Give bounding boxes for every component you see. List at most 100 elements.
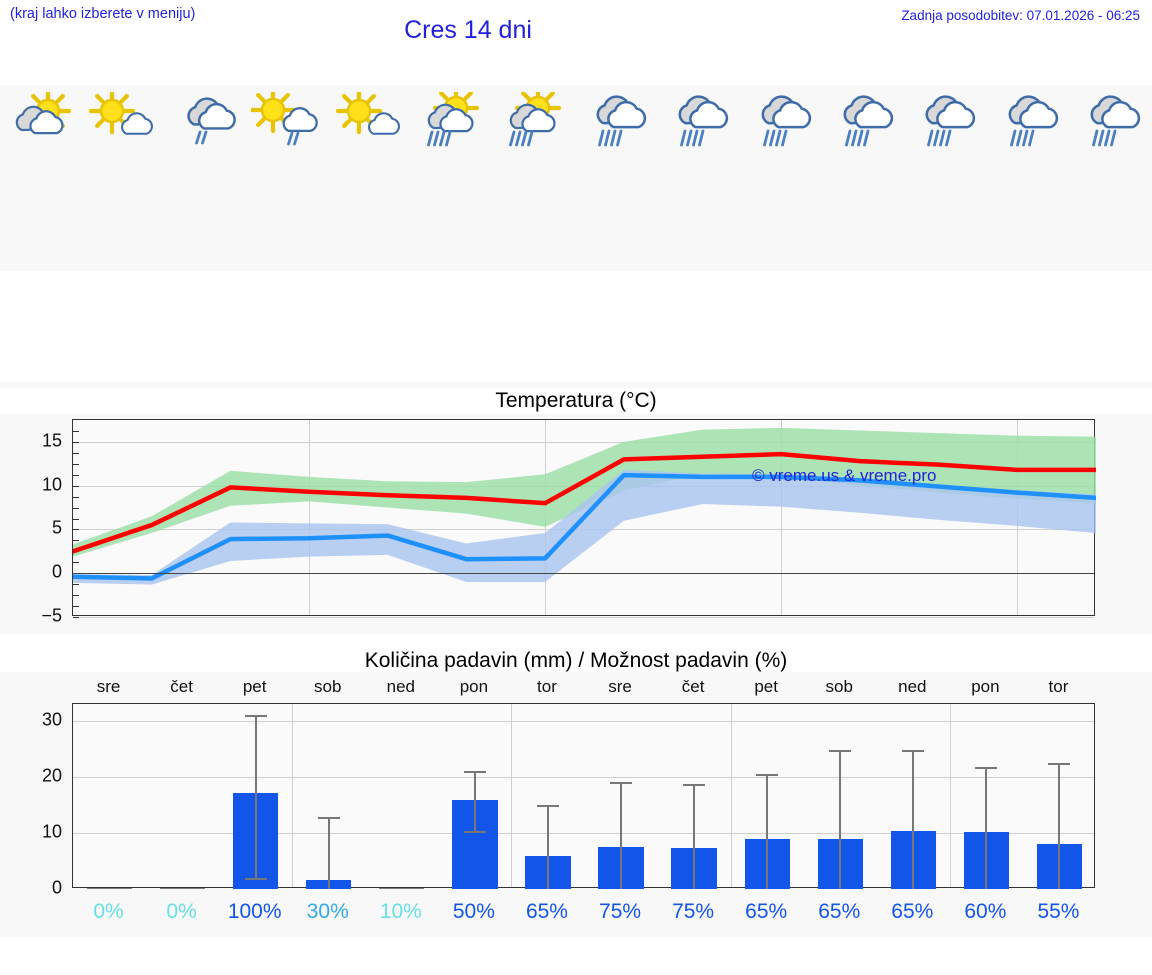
precipitation-chart-title: Količina padavin (mm) / Možnost padavin … [364, 649, 788, 672]
precipitation-day-label: čet [170, 677, 193, 696]
precipitation-day-label: pon [971, 677, 1000, 696]
axis-tick [73, 496, 79, 498]
precipitation-day-label: ned [386, 677, 415, 696]
error-bar-cap-top [683, 783, 706, 786]
temperature-chart-title: Temperatura (°C) [0, 388, 1152, 414]
sun-behind-cloud-icon [4, 92, 78, 150]
watermark-label: © vreme.us & vreme.pro [752, 466, 937, 485]
page-header: (kraj lahko izberete v meniju) Cres 14 d… [0, 0, 1152, 62]
precipitation-bar-zero [159, 887, 206, 889]
error-bar-cap-top [756, 774, 779, 777]
axis-tick [73, 507, 79, 509]
axis-tick [73, 595, 79, 597]
precipitation-probability-label: 65% [745, 900, 788, 923]
gridline [73, 832, 1094, 834]
precipitation-probability-label: 50% [452, 900, 495, 923]
precipitation-probability-label: 0% [166, 900, 197, 923]
y-axis-tick-label: 5 [51, 517, 62, 538]
gridline-vertical [309, 420, 311, 615]
error-bar-cap-top [463, 771, 486, 774]
axis-tick [73, 584, 79, 586]
axis-tick [73, 540, 79, 542]
axis-tick [73, 485, 79, 487]
precipitation-day-label: sre [96, 677, 121, 696]
gridline [73, 441, 1094, 443]
precipitation-probability-label: 75% [672, 900, 715, 923]
error-bar-cap-top [902, 749, 925, 752]
day-column[interactable] [494, 85, 576, 271]
axis-tick [73, 452, 79, 454]
location-menu-hint[interactable]: (kraj lahko izberete v meniju) [10, 6, 196, 22]
precipitation-day-label: pet [754, 677, 778, 696]
precipitation-probability-label: 60% [964, 900, 1007, 923]
day-column[interactable] [1070, 85, 1152, 271]
y-axis-tick-label: −5 [41, 605, 62, 626]
axis-tick [73, 518, 79, 520]
axis-tick [73, 562, 79, 564]
precipitation-plot-area [72, 703, 1095, 889]
day-column[interactable] [329, 85, 411, 271]
error-bar-cap-top [536, 804, 559, 807]
y-axis-tick-label: 30 [41, 709, 62, 730]
cloud-rain-icon [992, 92, 1066, 150]
day-column[interactable] [905, 85, 987, 271]
axis-tick [73, 430, 79, 432]
error-bar-cap-top [975, 766, 998, 769]
error-bar-cap-top [244, 715, 267, 718]
day-column[interactable] [0, 85, 82, 271]
axis-tick [73, 441, 79, 443]
precipitation-bar-zero [379, 887, 425, 889]
precipitation-day-label: tor [537, 677, 557, 696]
y-axis-tick-label: 10 [41, 474, 62, 495]
axis-tick [73, 606, 79, 608]
gridline-vertical [730, 704, 732, 887]
sun-behind-cloud-rain-icon [498, 92, 572, 150]
precipitation-day-label: tor [1048, 677, 1069, 696]
day-column[interactable] [411, 85, 493, 271]
y-axis-tick-label: 15 [41, 430, 62, 451]
temperature-min-line [73, 472, 1096, 581]
last-updated-label: Zadnja posodobitev: 07.01.2026 - 06:25 [901, 8, 1140, 23]
day-column[interactable] [165, 85, 247, 271]
temperature-min-range-band [73, 469, 1096, 585]
gridline-vertical [949, 704, 951, 887]
page-title: Cres 14 dni [404, 16, 532, 44]
precipitation-error-bar [912, 749, 915, 889]
precipitation-probability-label: 65% [818, 900, 861, 923]
day-column[interactable] [658, 85, 740, 271]
sun-behind-small-cloud-icon [86, 92, 160, 150]
zero-line [73, 573, 1094, 575]
temperature-series-graphics [73, 427, 1096, 585]
precipitation-day-label: pet [242, 677, 267, 696]
day-column[interactable] [823, 85, 905, 271]
sun-behind-small-cloud-icon [333, 92, 407, 150]
precipitation-error-bar [985, 766, 988, 889]
y-axis-tick-label: 0 [51, 561, 62, 582]
day-column[interactable] [987, 85, 1069, 271]
error-bar-cap-top [1048, 762, 1071, 765]
axis-tick [73, 529, 79, 531]
day-column[interactable] [576, 85, 658, 271]
day-column[interactable] [741, 85, 823, 271]
precipitation-bar-zero [86, 887, 133, 889]
precipitation-probability-label: 55% [1037, 900, 1080, 923]
precipitation-day-label: čet [681, 677, 705, 696]
day-column[interactable] [82, 85, 164, 271]
sun-behind-cloud-light-rain-icon [250, 92, 325, 150]
precipitation-probability-label: 75% [599, 900, 642, 923]
temperature-plot-area [72, 419, 1096, 618]
y-axis-tick-label: 10 [41, 821, 62, 842]
cloud-rain-icon [580, 92, 654, 150]
precipitation-probability-label: 10% [379, 900, 422, 923]
error-bar-cap-top [829, 749, 852, 752]
precipitation-error-bar [327, 816, 330, 889]
gridline [73, 720, 1094, 722]
day-column[interactable] [247, 85, 329, 271]
precipitation-error-bar [546, 804, 549, 889]
cloud-rain-icon [909, 92, 983, 150]
y-axis-tick-label: 20 [41, 765, 62, 786]
gridline-vertical [292, 704, 294, 887]
gridline-vertical [511, 704, 513, 887]
precipitation-error-bar [839, 749, 842, 889]
axis-tick [73, 617, 79, 618]
